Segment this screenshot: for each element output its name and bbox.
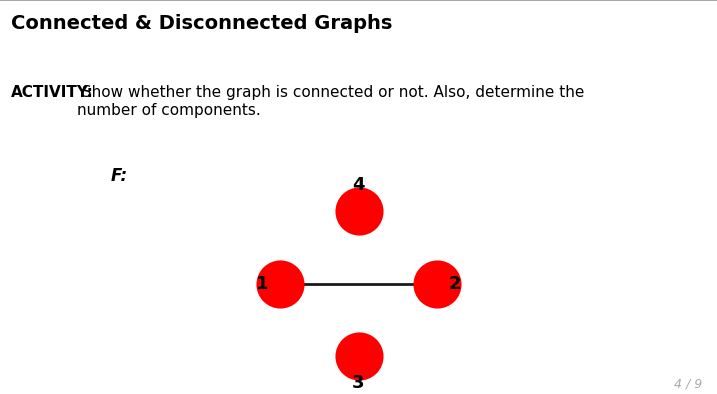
Text: F:: F: [111,167,128,185]
Text: 3: 3 [352,374,365,392]
Point [274,281,285,287]
Text: 2: 2 [448,275,461,293]
Text: Connected & Disconnected Graphs: Connected & Disconnected Graphs [11,14,392,33]
Text: Show whether the graph is connected or not. Also, determine the
number of compon: Show whether the graph is connected or n… [77,85,585,117]
Text: 1: 1 [256,275,269,293]
Point [432,281,443,287]
Text: ACTIVITY:: ACTIVITY: [11,85,94,100]
Point [353,353,364,359]
Point [353,208,364,214]
Text: 4 / 9: 4 / 9 [675,377,703,390]
Text: 4: 4 [352,176,365,194]
